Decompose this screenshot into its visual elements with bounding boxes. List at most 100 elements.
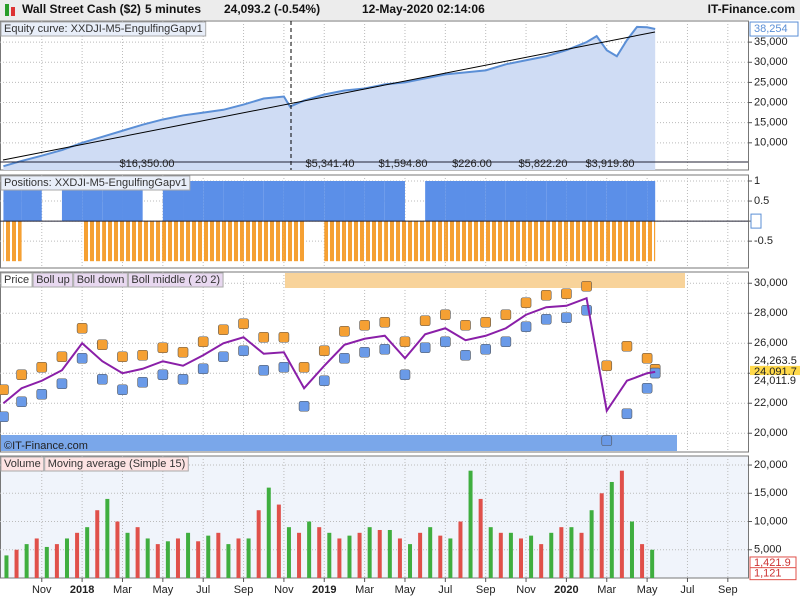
- volume-bar: [539, 544, 544, 578]
- period-result: $226.00: [452, 158, 492, 170]
- volume-bar: [145, 538, 150, 578]
- signal-marker: [36, 388, 48, 400]
- signal-marker: [601, 435, 613, 447]
- legend-label: Equity curve: XXDJI-M5-EngulfingGapv1: [4, 23, 203, 35]
- x-tick-label: Nov: [32, 584, 52, 596]
- legend-box: [0, 272, 33, 288]
- signal-marker: [399, 369, 411, 381]
- long-position: [183, 181, 204, 222]
- last-value-box: [750, 365, 800, 378]
- short-position: [465, 221, 486, 262]
- y-tick-label: 30,000: [754, 277, 788, 289]
- legend-label: Boll middle ( 20 2): [131, 274, 220, 286]
- volume-bar: [175, 538, 180, 578]
- legend-box: [44, 456, 189, 472]
- volume-bar: [629, 521, 634, 578]
- short-position: [566, 221, 587, 262]
- long-position: [606, 181, 627, 222]
- signal-marker: [581, 280, 592, 292]
- volume-bar: [387, 529, 392, 578]
- period-result: $5,341.40: [306, 158, 355, 170]
- long-position: [566, 181, 587, 222]
- signal-marker: [218, 324, 229, 336]
- legend-label: Price: [4, 274, 29, 286]
- short-position: [586, 221, 607, 262]
- volume-bar: [650, 549, 655, 578]
- long-position: [485, 181, 506, 222]
- signal-marker: [359, 346, 370, 358]
- volume-bar: [206, 535, 211, 578]
- volume-bar: [408, 544, 413, 578]
- long-position: [465, 181, 486, 222]
- signal-marker: [56, 378, 68, 390]
- short-position: [82, 221, 103, 262]
- last-value: 38,254: [754, 23, 788, 35]
- signal-marker: [440, 309, 451, 321]
- signal-marker: [0, 384, 9, 396]
- x-tick-label: Jul: [680, 584, 694, 596]
- x-tick-label: May: [637, 584, 658, 596]
- volume-bar: [458, 521, 463, 578]
- signal-marker: [500, 336, 512, 348]
- volume-bar: [216, 532, 221, 578]
- short-position: [404, 221, 426, 262]
- signal-marker: [137, 376, 148, 388]
- signal-marker: [339, 352, 350, 364]
- long-position: [203, 181, 224, 222]
- period-result: $1,594.80: [379, 158, 428, 170]
- short-position: [626, 221, 648, 262]
- x-tick-label: Nov: [274, 584, 294, 596]
- volume-bar: [488, 527, 493, 578]
- volume-bar: [619, 470, 624, 578]
- long-position: [546, 181, 567, 222]
- y-tick-label: 15,000: [754, 117, 788, 129]
- signal-marker: [601, 360, 613, 372]
- signal-marker: [399, 336, 411, 348]
- series-line: [2, 296, 656, 414]
- volume-bar: [226, 544, 231, 578]
- signal-marker: [641, 352, 653, 364]
- signal-marker: [36, 361, 48, 373]
- signal-strip: [285, 273, 685, 288]
- signal-marker: [339, 325, 350, 337]
- x-tick-label: May: [395, 584, 416, 596]
- plot-area: 35,00030,00025,00020,00015,00010,000$16,…: [0, 20, 800, 596]
- last-value: 24,263.5: [754, 355, 797, 367]
- signal-marker: [177, 373, 189, 385]
- signal-marker: [561, 312, 572, 324]
- long-position: [364, 181, 385, 222]
- signal-marker: [258, 331, 270, 343]
- y-tick-label: 30,000: [754, 56, 788, 68]
- short-position: [344, 221, 365, 262]
- signal-marker: [379, 343, 391, 355]
- volume-bar: [95, 510, 100, 578]
- volume-bar: [428, 527, 433, 578]
- zero-box: [750, 213, 762, 229]
- short-position: [546, 221, 567, 262]
- long-position: [304, 181, 325, 222]
- timestamp: 12-May-2020 02:14:06: [362, 2, 485, 16]
- signal-marker: [76, 322, 88, 334]
- volume-bar: [266, 487, 271, 578]
- signal-marker: [218, 351, 229, 363]
- equity-area: [3, 26, 656, 171]
- volume-bar: [297, 532, 302, 578]
- signal-marker: [460, 349, 471, 361]
- signal-marker: [238, 318, 249, 330]
- y-tick-label: 1: [754, 175, 760, 187]
- volume-bar: [599, 493, 604, 578]
- signal-marker: [318, 345, 330, 357]
- volume-bar: [549, 532, 554, 578]
- volume-bar: [529, 535, 534, 578]
- volume-bar: [377, 529, 382, 578]
- volume-bar: [307, 521, 312, 578]
- x-tick-label: Mar: [597, 584, 616, 596]
- y-tick-label: 22,000: [754, 397, 788, 409]
- signal-marker: [97, 339, 108, 351]
- signal-marker: [56, 351, 68, 363]
- volume-bar: [24, 544, 29, 578]
- short-position: [485, 221, 506, 262]
- x-tick-label: Sep: [476, 584, 496, 596]
- signal-marker: [197, 336, 209, 348]
- x-tick-label: May: [152, 584, 173, 596]
